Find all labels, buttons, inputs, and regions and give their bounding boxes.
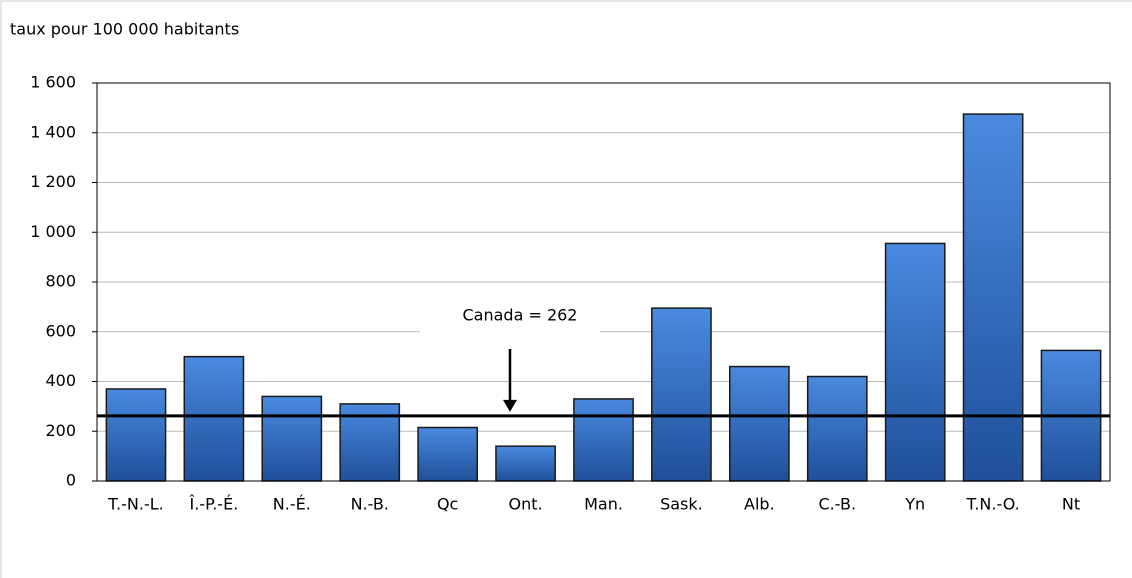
x-tick-label: N.-É. (273, 495, 311, 514)
bar (417, 426, 479, 482)
y-tick-label: 800 (45, 272, 76, 291)
y-tick-label: 1 200 (30, 172, 76, 191)
y-tick-label: 200 (45, 421, 76, 440)
bar (651, 307, 712, 482)
x-tick-label: Ont. (509, 495, 543, 514)
annotations: Canada = 262 (97, 298, 1110, 418)
y-tick-label: 1 000 (30, 222, 76, 241)
bar (495, 445, 556, 482)
y-tick-label: 600 (45, 321, 76, 340)
bar (962, 113, 1024, 482)
x-tick-label: Alb. (744, 495, 775, 514)
y-tick-label: 0 (66, 471, 76, 490)
x-tick-label: T.-N.-L. (107, 495, 164, 514)
bars: T.-N.-L. Î.-P.-É. N.-É. N.-B. Qc Ont. Man. Sask… (105, 113, 1102, 514)
x-tick-label: Qc (437, 495, 458, 514)
bar (261, 395, 323, 482)
x-tick-label: Î.-P.-É. (188, 495, 238, 514)
x-tick-label: C.-B. (819, 495, 857, 514)
x-tick-label: T.N.-O. (965, 495, 1019, 514)
arrow-head (502, 399, 517, 412)
bar (806, 375, 868, 482)
y-tick-label: 400 (45, 371, 76, 390)
x-tick-label: N.-B. (351, 495, 389, 514)
annotation-box (419, 298, 600, 334)
x-tick-label: Sask. (660, 495, 703, 514)
bar (105, 388, 167, 482)
bar (884, 242, 946, 482)
plot-border (96, 82, 1111, 482)
y-tick-label: 1 400 (30, 122, 76, 141)
x-tick-label: Yn (904, 495, 925, 514)
reference-label: Canada = 262 (462, 306, 577, 325)
y-axis-title: taux pour 100 000 habitants (10, 20, 239, 39)
bar (728, 365, 790, 482)
bar (573, 398, 634, 482)
x-tick-label: Nt (1062, 495, 1080, 514)
x-tick-label: Man. (584, 495, 623, 514)
y-tick-label: 1 600 (30, 73, 76, 92)
bar (183, 355, 245, 482)
